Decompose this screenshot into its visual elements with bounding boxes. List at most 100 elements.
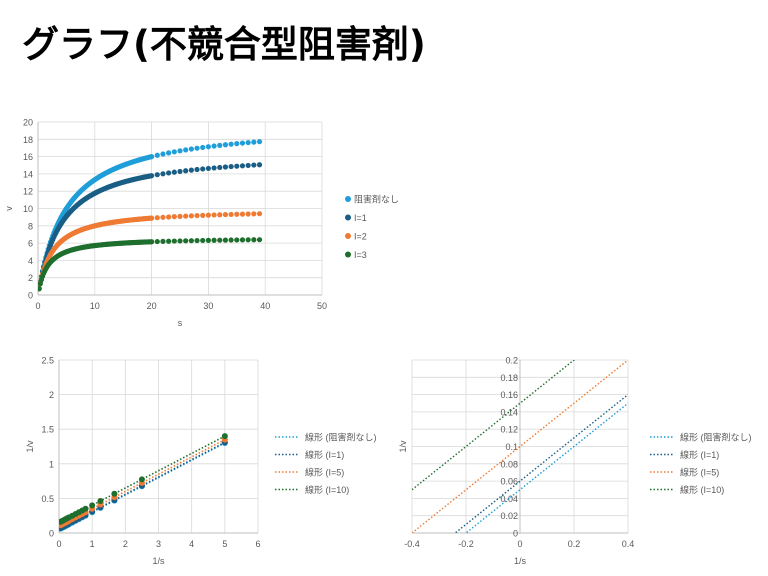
data-point bbox=[228, 211, 234, 218]
y-tick-label: 0.16 bbox=[500, 390, 518, 400]
series bbox=[59, 433, 228, 525]
data-point bbox=[154, 215, 160, 221]
data-point bbox=[166, 150, 172, 156]
data-point bbox=[211, 237, 217, 243]
data-point bbox=[211, 165, 217, 171]
x-tick-label: -0.4 bbox=[404, 539, 420, 549]
data-point bbox=[200, 212, 206, 218]
y-tick-label: 0.5 bbox=[41, 494, 54, 504]
plot-area bbox=[59, 433, 228, 532]
data-point bbox=[211, 143, 217, 149]
data-point bbox=[239, 211, 246, 217]
data-point bbox=[217, 237, 223, 243]
data-point bbox=[222, 237, 229, 243]
data-point bbox=[245, 211, 251, 217]
data-point bbox=[239, 163, 246, 169]
data-point bbox=[256, 139, 263, 145]
data-point bbox=[188, 213, 194, 219]
data-point bbox=[160, 151, 166, 157]
x-tick-label: 1 bbox=[90, 539, 95, 549]
x-axis-title: 1/s bbox=[514, 556, 527, 566]
data-point bbox=[183, 213, 189, 219]
data-point bbox=[183, 238, 189, 244]
data-point bbox=[183, 168, 189, 174]
data-point bbox=[256, 211, 263, 217]
y-tick-label: 12 bbox=[23, 187, 33, 197]
data-point bbox=[149, 239, 155, 245]
data-point bbox=[234, 141, 240, 147]
plot-area bbox=[412, 360, 628, 533]
data-point bbox=[217, 212, 223, 218]
x-tick-label: 40 bbox=[260, 301, 270, 311]
data-point bbox=[228, 237, 234, 243]
data-point bbox=[245, 162, 251, 169]
y-axis-title: v bbox=[4, 206, 14, 211]
data-point bbox=[82, 505, 89, 512]
data-point bbox=[256, 162, 263, 168]
y-tick-label: 18 bbox=[23, 135, 33, 145]
data-point bbox=[205, 212, 211, 218]
legend: 線形 (阻害剤なし) 線形 (I=1) 線形 (I=5) 線形 (I=10) bbox=[650, 432, 752, 495]
legend-label: 阻害剤なし bbox=[354, 194, 399, 205]
y-tick-label: 0 bbox=[513, 529, 518, 539]
x-tick-label: 4 bbox=[189, 539, 194, 549]
data-point bbox=[234, 211, 240, 217]
legend-label: I=1 bbox=[354, 213, 367, 223]
legend-marker bbox=[345, 251, 351, 258]
y-axis-title: 1/v bbox=[398, 440, 408, 453]
data-point bbox=[228, 141, 234, 147]
data-point bbox=[154, 238, 160, 245]
y-tick-label: 16 bbox=[23, 152, 33, 162]
data-point bbox=[239, 140, 246, 146]
data-point bbox=[160, 171, 166, 177]
x-tick-label: 3 bbox=[156, 539, 161, 549]
legend: 線形 (阻害剤なし) 線形 (I=1) 線形 (I=5) 線形 (I=10) bbox=[275, 432, 377, 495]
data-point bbox=[149, 154, 155, 160]
legend: 阻害剤なし I=1 I=2 I=3 bbox=[345, 194, 399, 260]
x-tick-label: 6 bbox=[255, 539, 260, 549]
y-tick-label: 14 bbox=[23, 169, 33, 179]
data-point bbox=[171, 238, 177, 244]
data-point bbox=[234, 237, 240, 243]
chart-2: 0 0.5 1 1.5 2 2.5 0 1 2 3 4 5 6 1/s 1/v 線形 (阻害剤なし) 線形 (I… bbox=[25, 356, 377, 567]
y-tick-label: 0.14 bbox=[500, 407, 518, 417]
series bbox=[38, 162, 263, 291]
data-point bbox=[194, 145, 200, 151]
data-point bbox=[194, 212, 200, 219]
slide-title: グラフ(不競合型阻害剤) bbox=[22, 23, 426, 66]
chart-1: 0 2 4 6 8 10 12 14 16 18 20 0 10 20 30 40 50 s v 阻害剤なし I=1 I=… bbox=[4, 118, 399, 329]
data-point bbox=[205, 144, 211, 150]
data-point bbox=[188, 146, 194, 152]
data-point bbox=[166, 170, 172, 176]
data-point bbox=[177, 168, 183, 175]
y-tick-label: 1.5 bbox=[41, 425, 54, 435]
y-tick-label: 0.04 bbox=[500, 494, 518, 504]
data-point bbox=[200, 237, 206, 244]
data-point bbox=[200, 166, 206, 172]
y-tick-label: 2 bbox=[49, 390, 54, 400]
data-point bbox=[222, 164, 229, 170]
legend-label: 線形 (I=1) bbox=[305, 449, 344, 460]
legend-label: 線形 (I=10) bbox=[305, 484, 349, 495]
legend-label: I=2 bbox=[354, 232, 367, 242]
x-tick-label: 0 bbox=[56, 539, 61, 549]
x-tick-label: 2 bbox=[123, 539, 128, 549]
data-point bbox=[188, 167, 194, 173]
data-point bbox=[251, 162, 257, 168]
data-point bbox=[177, 148, 183, 154]
legend-marker bbox=[345, 196, 351, 202]
trendline bbox=[412, 360, 628, 533]
data-point bbox=[251, 139, 257, 145]
x-tick-label: 30 bbox=[203, 301, 213, 311]
x-tick-label: 5 bbox=[222, 539, 227, 549]
data-point bbox=[111, 490, 118, 497]
data-point bbox=[251, 237, 257, 243]
y-tick-label: 2 bbox=[28, 273, 33, 283]
y-tick-label: 0.1 bbox=[505, 442, 518, 452]
legend-label: 線形 (阻害剤なし) bbox=[680, 432, 752, 443]
data-point bbox=[166, 214, 172, 220]
data-point bbox=[222, 142, 229, 148]
y-tick-label: 0.06 bbox=[500, 477, 518, 487]
y-tick-label: 0 bbox=[49, 529, 54, 539]
legend-label: 線形 (I=1) bbox=[680, 449, 719, 460]
